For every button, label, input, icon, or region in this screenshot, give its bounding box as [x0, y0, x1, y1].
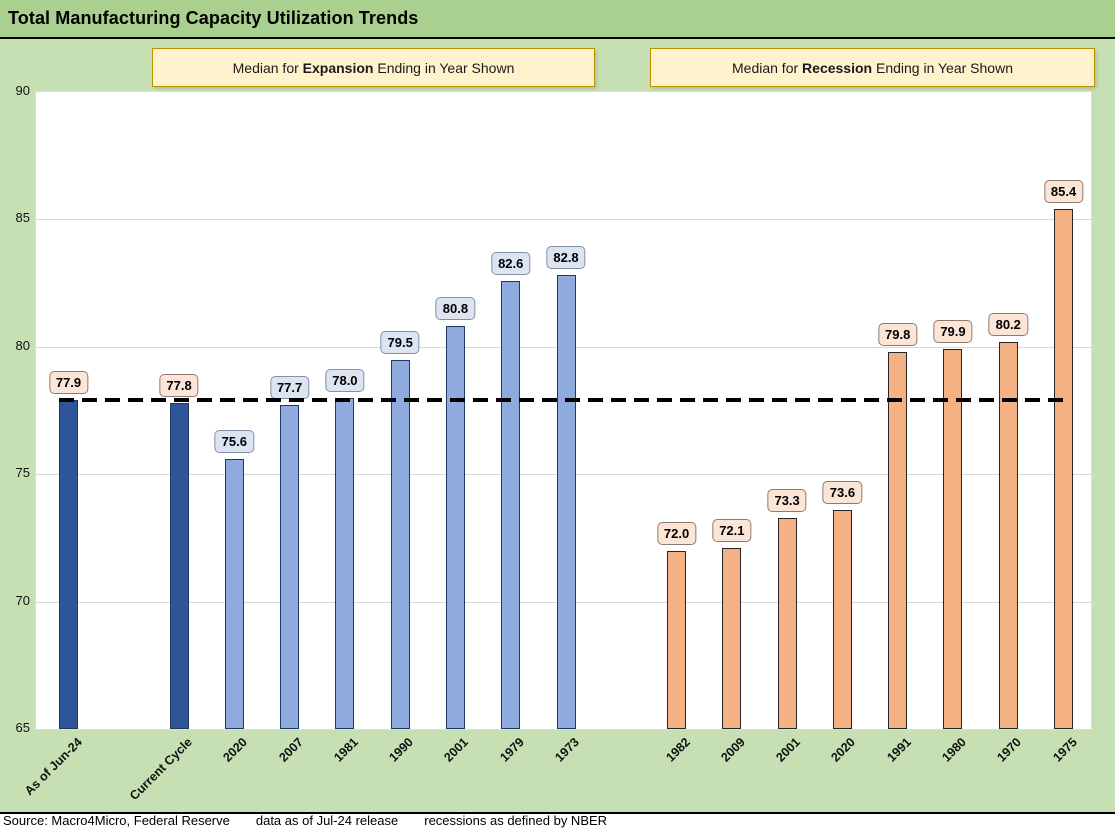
- bar: [722, 548, 742, 729]
- bar-value-label: 78.0: [325, 368, 365, 392]
- bar-value-label: 79.8: [878, 322, 918, 346]
- bar-value-label: 77.7: [269, 376, 310, 400]
- y-tick-label: 90: [15, 83, 30, 98]
- bar-value-label: 79.9: [933, 320, 973, 344]
- y-tick-label: 75: [15, 465, 30, 481]
- bar-value-label: 85.4: [1043, 180, 1084, 204]
- y-tick-label: 70: [15, 592, 30, 608]
- bar: [998, 341, 1018, 729]
- legend-expansion-suffix: Ending in Year Shown: [373, 59, 515, 76]
- bar-value-label: 77.9: [48, 371, 89, 395]
- bar: [59, 400, 78, 729]
- bar-value-label: 72.1: [712, 519, 752, 543]
- data-as-of-text: data as of Jul-24 release: [255, 813, 399, 828]
- y-tick-label: 65: [15, 720, 30, 735]
- legend-box-recession: Median for Recession Ending in Year Show…: [650, 48, 1095, 87]
- bar: [777, 517, 797, 729]
- footer: Source: Macro4Micro, Federal Reserve dat…: [0, 814, 1115, 828]
- bar-value-label: 75.6: [214, 429, 254, 453]
- recessions-note-text: recessions as defined by NBER: [424, 813, 608, 828]
- bar: [943, 349, 963, 729]
- bar: [335, 397, 355, 729]
- bar-value-label: 73.3: [767, 488, 807, 512]
- footer-divider: [0, 812, 1115, 814]
- bar: [224, 458, 244, 729]
- bar: [445, 326, 465, 729]
- bar: [888, 351, 908, 729]
- bar-value-label: 80.8: [435, 297, 476, 321]
- y-tick-label: 80: [15, 337, 30, 353]
- legend-expansion-prefix: Median for: [232, 59, 303, 76]
- bar-value-label: 79.5: [380, 330, 420, 354]
- bar-value-label: 80.2: [988, 312, 1028, 336]
- plot-area: 77.9 77.8 75.6 77.7 78.0 79.5 80.8 82.6 82.8 72.0…: [35, 91, 1092, 730]
- y-tick-label: 85: [15, 210, 30, 226]
- bar-value-label: 77.8: [159, 373, 199, 397]
- reference-line: [59, 398, 1068, 403]
- bar-value-label: 73.6: [822, 480, 863, 504]
- source-text: Source: Macro4Micro, Federal Reserve: [3, 813, 230, 828]
- legend-recession-prefix: Median for: [732, 59, 803, 76]
- bar: [556, 275, 576, 729]
- bar-value-label: 72.0: [656, 521, 697, 545]
- legend-box-expansion: Median for Expansion Ending in Year Show…: [152, 48, 595, 87]
- gridline: [36, 219, 1091, 221]
- bar: [280, 405, 300, 729]
- legend-recession-suffix: Ending in Year Shown: [872, 59, 1013, 76]
- legend-recession-keyword: Recession: [802, 59, 873, 76]
- bar-value-label: 82.6: [491, 251, 531, 275]
- bar: [1054, 209, 1074, 729]
- bar: [667, 550, 687, 729]
- title-band: Total Manufacturing Capacity Utilization…: [0, 0, 1115, 39]
- bar: [169, 402, 189, 729]
- bar-value-label: 82.8: [546, 246, 586, 270]
- legend-expansion-keyword: Expansion: [302, 59, 374, 76]
- bar: [390, 359, 410, 729]
- bar: [501, 280, 521, 729]
- bar: [832, 509, 852, 729]
- page-title: Total Manufacturing Capacity Utilization…: [8, 8, 419, 28]
